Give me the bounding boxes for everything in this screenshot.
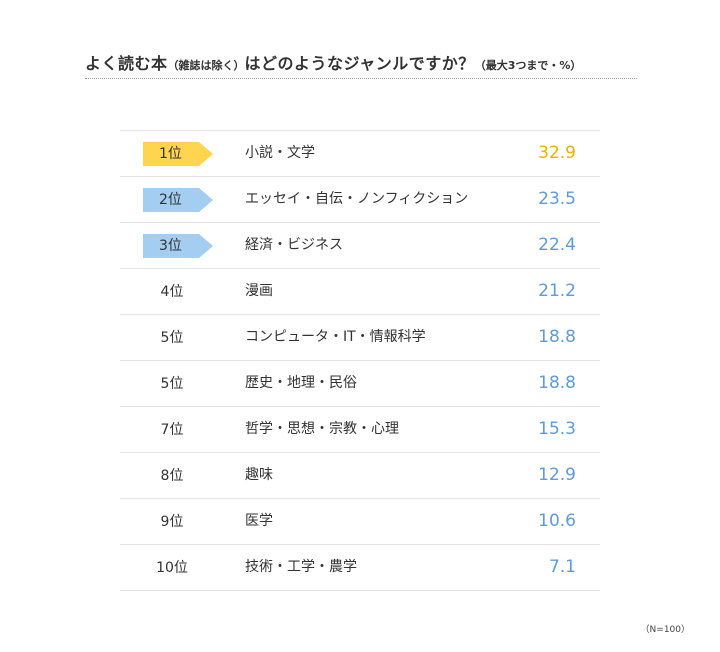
rank-label: 5位 <box>160 376 184 392</box>
table-row: 1位 小説・文学 32.9 <box>120 131 600 177</box>
table-row: 4位 漫画 21.2 <box>120 269 600 315</box>
table-row: 7位 哲学・思想・宗教・心理 15.3 <box>120 407 600 453</box>
rank-badge: 2位 <box>143 188 213 212</box>
title-main-1: よく読む本 <box>85 54 168 73</box>
percent-value: 23.5 <box>538 189 576 209</box>
rank-label: 4位 <box>160 284 184 300</box>
title-note-2: （最大3つまで・%） <box>474 59 582 72</box>
rank-label: 5位 <box>160 330 184 346</box>
percent-value: 32.9 <box>538 143 576 163</box>
title-note-1: （雑誌は除く） <box>167 59 245 72</box>
genre-label: 技術・工学・農学 <box>245 559 357 575</box>
chart-title: よく読む本（雑誌は除く）はどのようなジャンルですか？（最大3つまで・%） <box>85 50 637 79</box>
rank-label: 8位 <box>160 468 184 484</box>
percent-value: 10.6 <box>538 511 576 531</box>
ranking-table: 1位 小説・文学 32.9 2位 エッセイ・自伝・ノンフィクション 23.5 3位 経済・ビジ… <box>120 130 600 591</box>
genre-label: 歴史・地理・民俗 <box>245 375 357 391</box>
percent-value: 22.4 <box>538 235 576 255</box>
table-row: 8位 趣味 12.9 <box>120 453 600 499</box>
title-main-2: はどのようなジャンルですか？ <box>244 54 475 73</box>
sample-size-note: （N=100） <box>640 625 690 635</box>
genre-label: 趣味 <box>245 467 273 483</box>
rank-label: 7位 <box>160 422 184 438</box>
genre-label: 哲学・思想・宗教・心理 <box>245 421 399 437</box>
genre-label: エッセイ・自伝・ノンフィクション <box>245 191 469 207</box>
genre-label: 経済・ビジネス <box>245 237 343 253</box>
percent-value: 7.1 <box>548 557 576 577</box>
table-row: 3位 経済・ビジネス 22.4 <box>120 223 600 269</box>
percent-value: 15.3 <box>538 419 576 439</box>
genre-label: コンピュータ・IT・情報科学 <box>245 329 426 345</box>
rank-label: 10位 <box>156 560 188 576</box>
percent-value: 18.8 <box>538 327 576 347</box>
rank-label: 9位 <box>160 514 184 530</box>
table-row: 2位 エッセイ・自伝・ノンフィクション 23.5 <box>120 177 600 223</box>
table-row: 5位 歴史・地理・民俗 18.8 <box>120 361 600 407</box>
table-row: 9位 医学 10.6 <box>120 499 600 545</box>
genre-label: 医学 <box>245 513 273 529</box>
genre-label: 小説・文学 <box>245 145 315 161</box>
genre-label: 漫画 <box>245 283 273 299</box>
rank-badge: 1位 <box>143 142 213 166</box>
percent-value: 21.2 <box>538 281 576 301</box>
table-row: 5位 コンピュータ・IT・情報科学 18.8 <box>120 315 600 361</box>
percent-value: 12.9 <box>538 465 576 485</box>
percent-value: 18.8 <box>538 373 576 393</box>
rank-badge: 3位 <box>143 234 213 258</box>
table-row: 10位 技術・工学・農学 7.1 <box>120 545 600 591</box>
